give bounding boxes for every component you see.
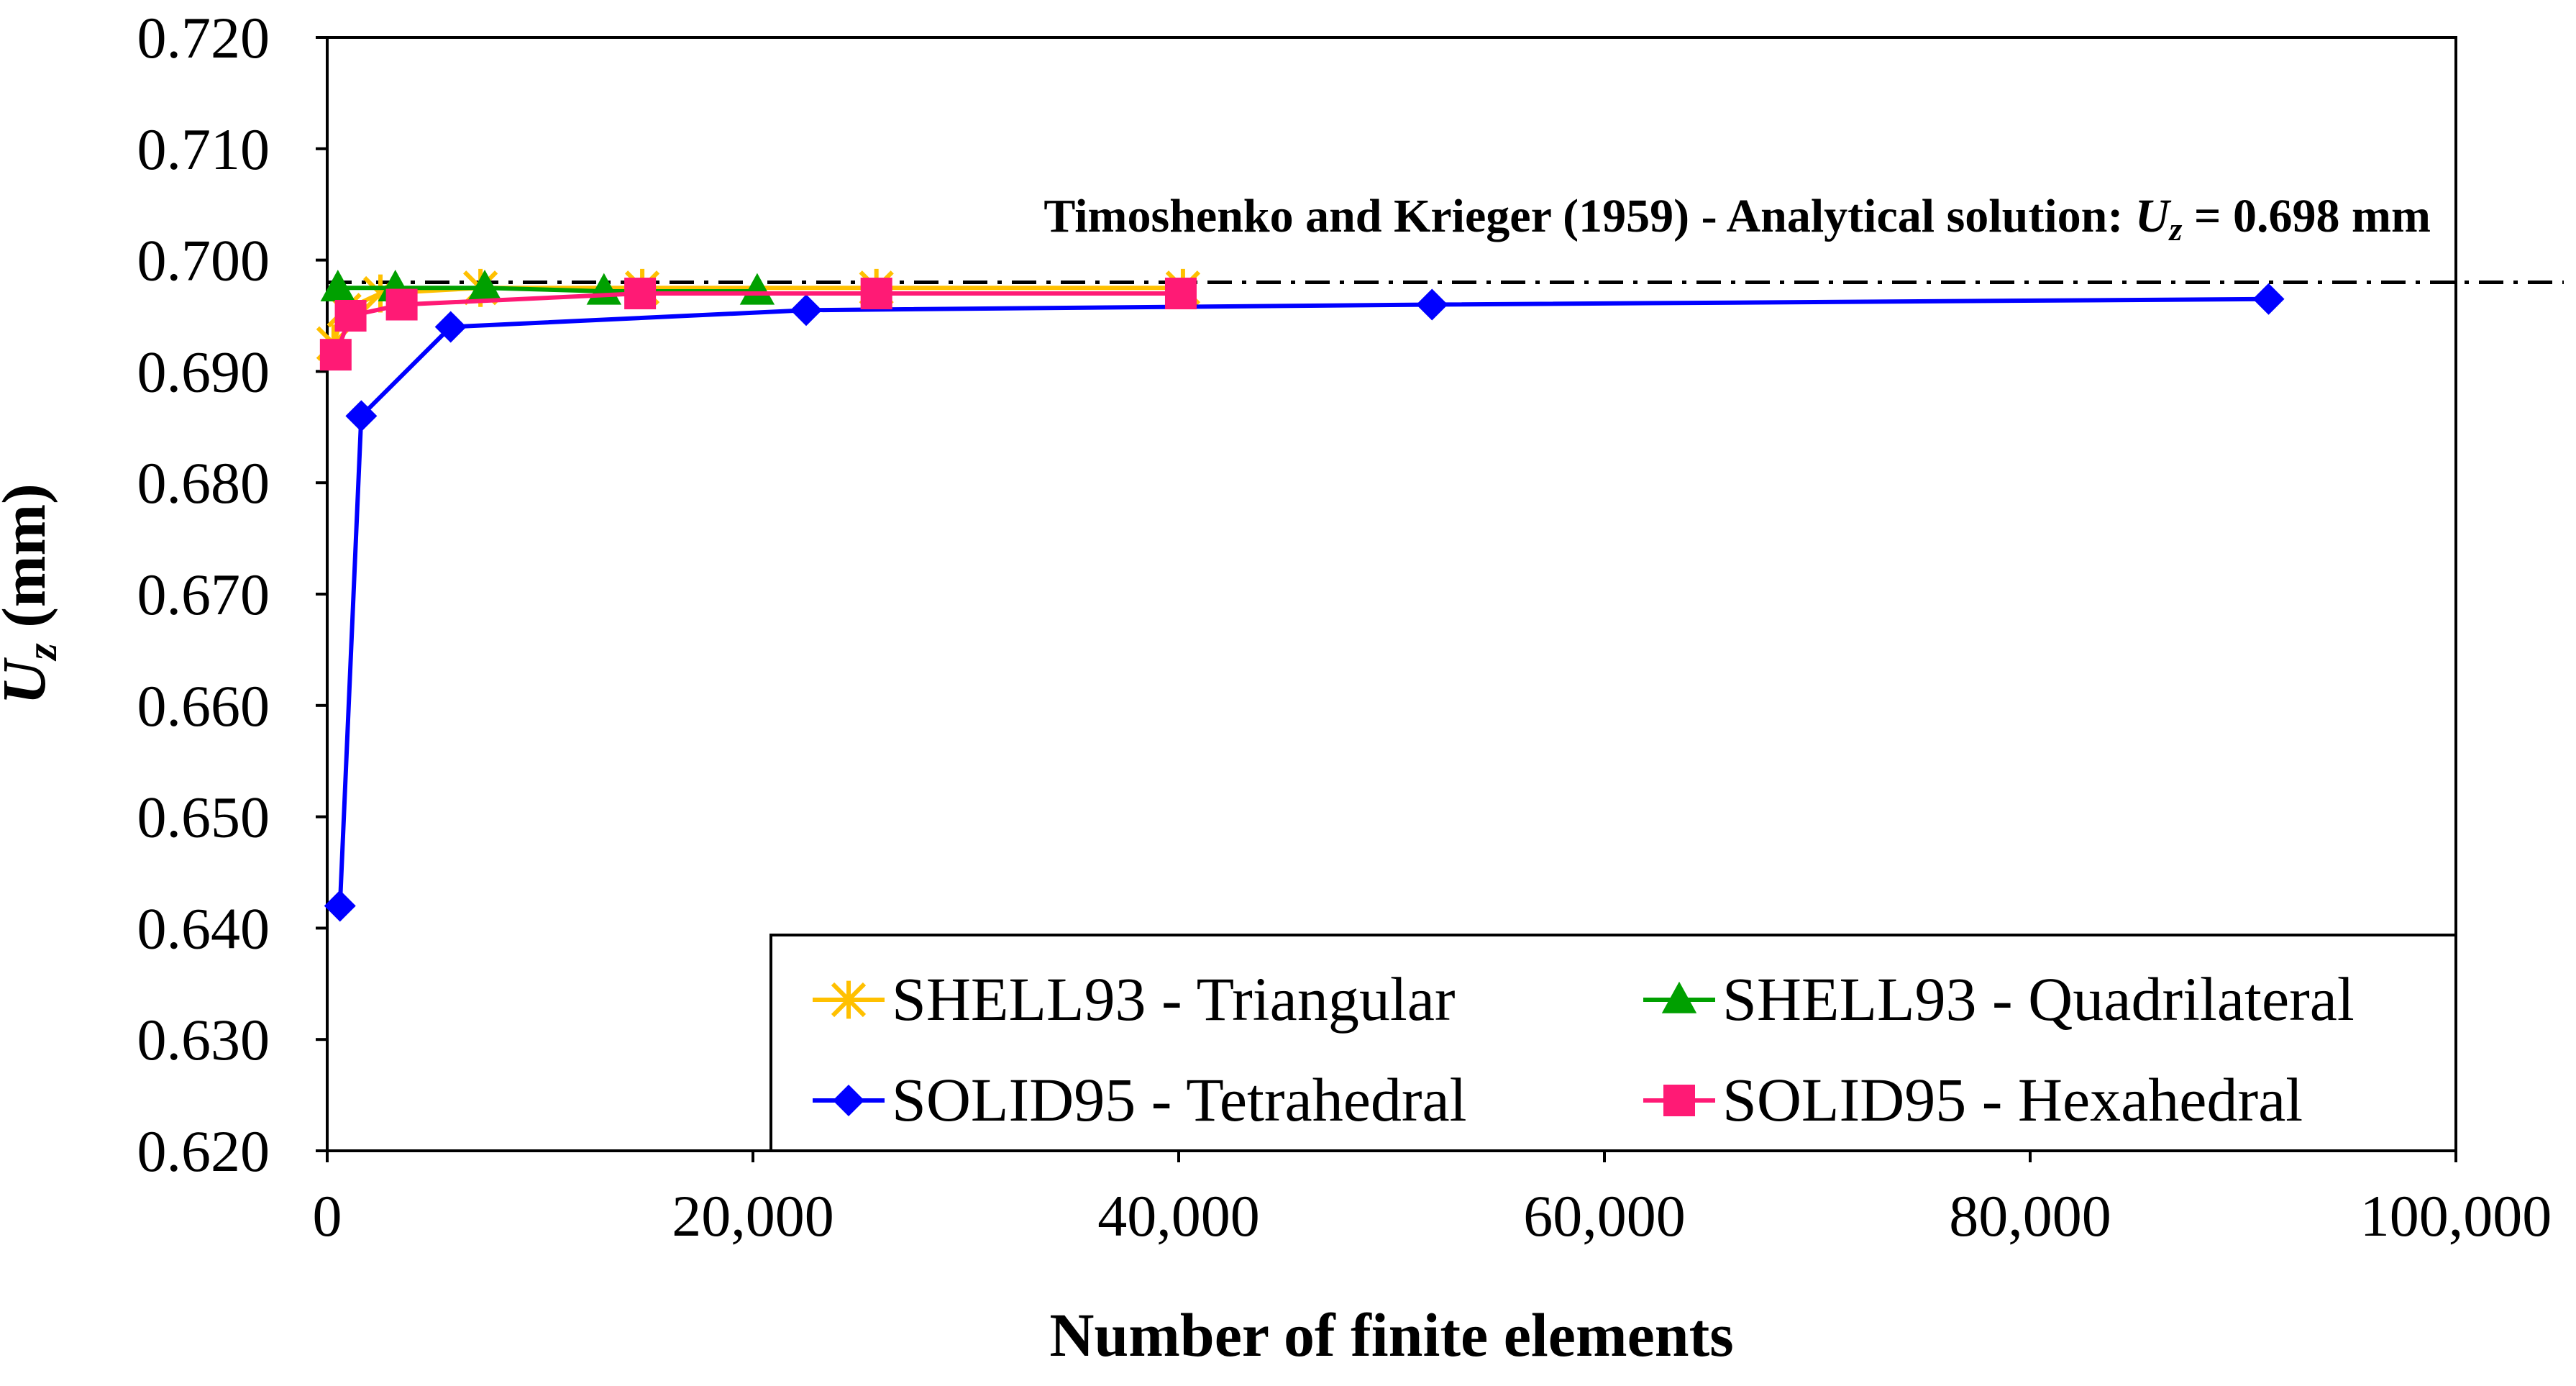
x-axis-title: Number of finite elements xyxy=(1049,1300,1733,1369)
y-tick-label: 0.720 xyxy=(137,5,270,70)
y-tick-label: 0.620 xyxy=(137,1118,270,1184)
data-point xyxy=(385,288,418,321)
reference-line-label: Timoshenko and Krieger (1959) - Analytic… xyxy=(1043,190,2431,247)
legend-label: SHELL93 - Triangular xyxy=(892,965,1456,1034)
y-tick-label: 0.640 xyxy=(137,895,270,961)
y-axis-title: Uz (mm) xyxy=(0,483,65,705)
legend-marker xyxy=(1663,1085,1695,1116)
data-point xyxy=(434,311,467,343)
data-point xyxy=(319,339,352,371)
y-tick-label: 0.690 xyxy=(137,339,270,404)
data-point xyxy=(739,273,775,305)
x-tick-label: 60,000 xyxy=(1523,1183,1686,1249)
y-axis-title-var: U xyxy=(0,657,58,705)
x-tick-label: 0 xyxy=(313,1183,342,1249)
legend-label: SOLID95 - Tetrahedral xyxy=(892,1065,1467,1134)
x-tick-label: 100,000 xyxy=(2360,1183,2552,1249)
data-point xyxy=(860,278,892,310)
data-point xyxy=(2252,283,2285,315)
data-point xyxy=(624,278,657,310)
data-point xyxy=(1416,288,1448,321)
series-solid95-hexahedral xyxy=(319,278,1197,371)
data-point xyxy=(334,300,367,332)
y-tick-label: 0.680 xyxy=(137,450,270,516)
legend-label: SHELL93 - Quadrilateral xyxy=(1722,965,2355,1034)
data-point xyxy=(467,270,503,301)
series-layer xyxy=(316,268,2285,922)
x-tick-label: 40,000 xyxy=(1097,1183,1260,1249)
y-tick-label: 0.630 xyxy=(137,1007,270,1072)
y-tick-label: 0.700 xyxy=(137,228,270,293)
legend-item: SHELL93 - Quadrilateral xyxy=(1643,965,2355,1034)
x-tick-label: 20,000 xyxy=(672,1183,834,1249)
y-axis-title-unit: (mm) xyxy=(0,483,58,643)
x-tick-label: 80,000 xyxy=(1949,1183,2111,1249)
data-point xyxy=(324,890,356,922)
legend-marker xyxy=(833,1085,864,1116)
y-tick-label: 0.650 xyxy=(137,785,270,850)
legend-marker xyxy=(1661,981,1697,1013)
y-tick-label: 0.660 xyxy=(137,673,270,739)
y-axis: 0.620 0.630 0.640 0.650 0.660 0.670 0.680 0.690… xyxy=(137,5,327,1184)
reference-label-var: U xyxy=(2135,190,2172,242)
reference-label-sub: z xyxy=(2168,211,2183,247)
reference-label-prefix: Timoshenko and Krieger (1959) - Analytic… xyxy=(1043,190,2134,242)
legend: SHELL93 - Triangular SHELL93 - Quadrilate… xyxy=(769,934,2457,1152)
legend-label: SOLID95 - Hexahedral xyxy=(1722,1065,2303,1134)
data-point xyxy=(1164,278,1197,310)
y-axis-title-sub: z xyxy=(18,643,65,662)
data-point xyxy=(790,294,822,327)
legend-item: SOLID95 - Hexahedral xyxy=(1643,1065,2303,1134)
y-tick-label: 0.670 xyxy=(137,562,270,627)
legend-item: SHELL93 - Triangular xyxy=(813,965,1456,1034)
data-point xyxy=(345,400,378,432)
legend-marker xyxy=(831,980,867,1019)
legend-item: SOLID95 - Tetrahedral xyxy=(813,1065,1467,1134)
reference-label-suffix: = 0.698 mm xyxy=(2182,190,2431,242)
series-line xyxy=(337,296,2269,906)
series-solid95-tetrahedral xyxy=(324,283,2285,922)
legend-box xyxy=(769,934,2457,1152)
y-tick-label: 0.710 xyxy=(137,117,270,182)
x-axis: 0 20,000 40,000 60,000 80,000 100,000 xyxy=(313,1151,2552,1249)
data-point xyxy=(320,270,355,301)
